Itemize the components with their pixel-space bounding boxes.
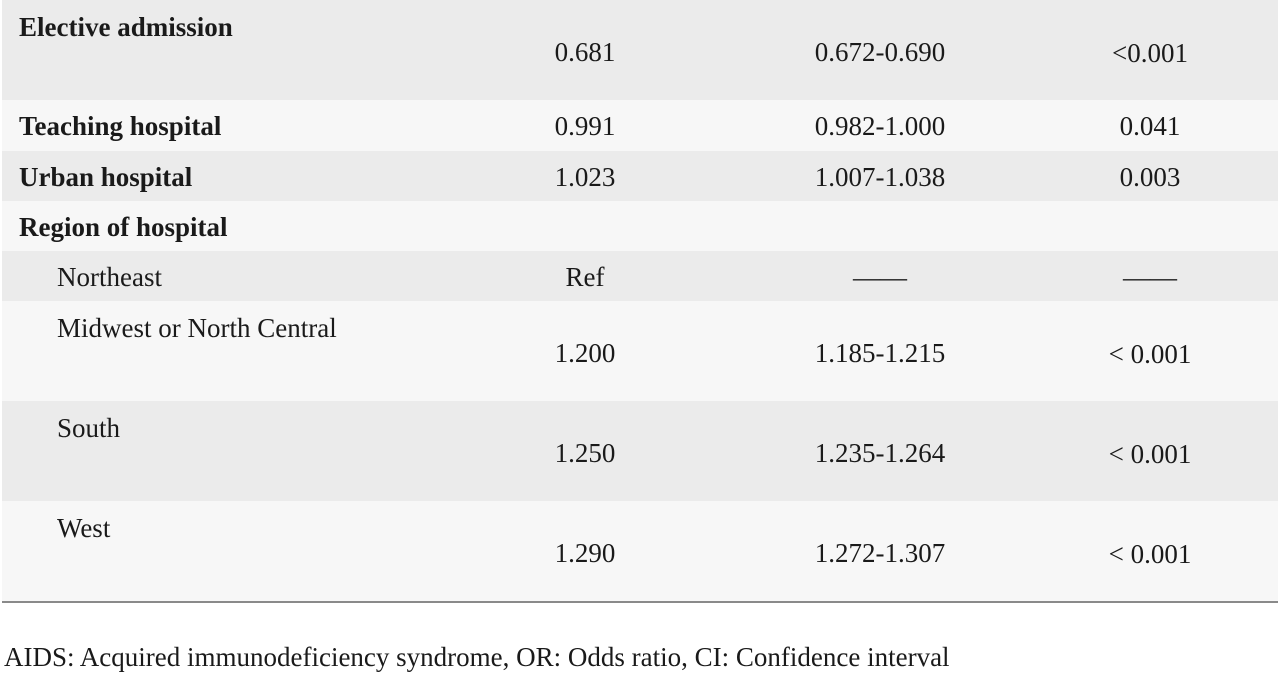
confidence-interval-value: 1.185-1.215 [814, 338, 946, 368]
row-label: West [57, 513, 111, 543]
table-row-northeast: Northeast Ref —— —— [2, 251, 1278, 301]
odds-ratio-value: 0.681 [554, 37, 616, 67]
table-row-teaching-hospital: Teaching hospital 0.991 0.982-1.000 0.04… [2, 100, 1278, 151]
odds-ratio-value: 1.200 [554, 338, 616, 368]
odds-ratio-value: 1.250 [554, 438, 616, 468]
odds-ratio-value: Ref [565, 262, 605, 292]
results-table: Elective admission 0.681 0.672-0.690 <0.… [2, 0, 1278, 603]
table-row-west: West 1.290 1.272-1.307 < 0.001 [2, 501, 1278, 601]
row-label: Northeast [57, 262, 162, 292]
table-row-south: South 1.250 1.235-1.264 < 0.001 [2, 401, 1278, 501]
row-label: South [57, 413, 121, 443]
p-value: —— [1123, 262, 1177, 292]
confidence-interval-value: —— [853, 262, 907, 292]
table-footnote: AIDS: Acquired immunodeficiency syndrome… [4, 642, 950, 672]
row-label: Elective admission [19, 12, 233, 42]
p-value: < 0.001 [1108, 539, 1192, 569]
confidence-interval-value: 0.672-0.690 [814, 37, 946, 67]
confidence-interval-value: 1.272-1.307 [814, 538, 946, 568]
confidence-interval-value: 1.235-1.264 [814, 438, 946, 468]
table-row-region-of-hospital: Region of hospital [2, 201, 1278, 251]
row-label: Teaching hospital [19, 111, 222, 141]
odds-ratio-value: 0.991 [554, 111, 616, 141]
row-label: Midwest or North Central [57, 313, 337, 343]
confidence-interval-value: 1.007-1.038 [814, 162, 946, 192]
p-value: 0.003 [1119, 162, 1181, 192]
p-value: < 0.001 [1108, 439, 1192, 469]
odds-ratio-value: 1.290 [554, 538, 616, 568]
p-value: 0.041 [1119, 111, 1181, 141]
table-row-urban-hospital: Urban hospital 1.023 1.007-1.038 0.003 [2, 151, 1278, 201]
table-row-elective-admission: Elective admission 0.681 0.672-0.690 <0.… [2, 0, 1278, 100]
row-label: Region of hospital [19, 212, 228, 242]
row-label: Urban hospital [19, 162, 193, 192]
p-value: <0.001 [1112, 38, 1188, 68]
confidence-interval-value: 0.982-1.000 [814, 111, 946, 141]
p-value: < 0.001 [1108, 339, 1192, 369]
table-row-midwest: Midwest or North Central 1.200 1.185-1.2… [2, 301, 1278, 401]
odds-ratio-value: 1.023 [554, 162, 616, 192]
